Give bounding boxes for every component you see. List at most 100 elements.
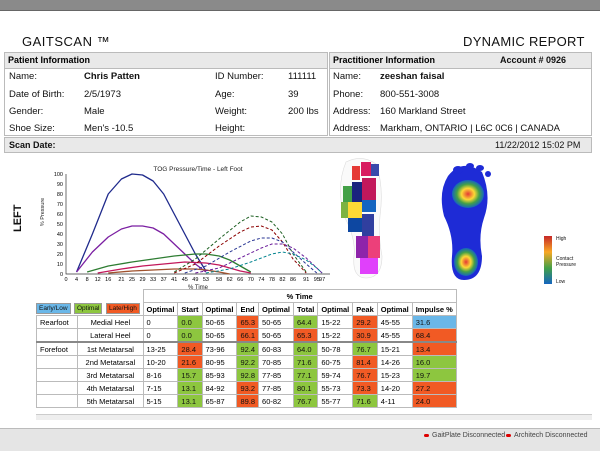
- status-bar: [0, 428, 600, 451]
- chart-x-tick-label: 41: [171, 277, 177, 283]
- table-cell: 92.2: [236, 355, 260, 369]
- table-cell: 13.1: [177, 394, 203, 408]
- table-cell: 65.3: [292, 328, 319, 343]
- col-total: Total: [292, 302, 319, 316]
- patient-shoe-label: Shoe Size:: [9, 123, 55, 134]
- gaitplate-status: GaitPlate Disconnected: [424, 432, 505, 439]
- chart-y-tick-label: 50: [57, 222, 63, 228]
- practitioner-phone-label: Phone:: [333, 89, 364, 100]
- table-cell: 14-20: [376, 381, 413, 395]
- table-cell: 50-65: [201, 328, 238, 343]
- sensor-met-2: [352, 182, 362, 202]
- chart-x-axis-label: % Time: [188, 285, 209, 291]
- table-cell: 15-22: [317, 328, 354, 343]
- table-cell: 19.7: [411, 368, 457, 382]
- table-cell: 92.8: [236, 368, 260, 382]
- chart-series-line-1: [75, 173, 207, 273]
- table-cell: 27.2: [411, 381, 457, 395]
- chart-x-tick-label: 95: [314, 277, 320, 283]
- table-cell: 4-11: [376, 394, 413, 408]
- patient-age-label: Age:: [215, 89, 235, 100]
- table-cell: 7-15: [142, 381, 179, 395]
- table-cell: 0.0: [177, 328, 203, 343]
- table-cell: 77-85: [258, 381, 294, 395]
- chart-x-tick-label: 49: [192, 277, 198, 283]
- chart-x-tick-label: 91: [303, 277, 309, 283]
- table-cell: 50-65: [258, 315, 294, 329]
- table-row-label: 4th Metatarsal: [77, 381, 144, 395]
- chart-x-tick-label: 74: [258, 277, 264, 283]
- table-cell: 71.6: [352, 394, 378, 408]
- chart-y-tick-label: 80: [57, 192, 63, 198]
- table-cell: 24.0: [411, 394, 457, 408]
- table-section-name: [35, 355, 79, 369]
- scan-date: 11/22/2012 15:02 PM: [495, 140, 581, 150]
- table-corner-2: [37, 303, 144, 316]
- results-table: % Time Optimal Start Optimal End Optimal…: [35, 289, 457, 408]
- practitioner-name: zeeshan faisal: [380, 71, 445, 82]
- col-impulse: Impulse %: [411, 302, 457, 316]
- sensor-mid-3: [362, 214, 374, 236]
- col-optimal-total: Optimal: [258, 302, 294, 316]
- legend-early-low: Early/Low: [36, 303, 71, 314]
- chart-x-tick-label: 12: [95, 277, 101, 283]
- sensor-toe-2: [371, 164, 379, 176]
- table-cell: 65-87: [201, 394, 238, 408]
- chart-series-line-3: [86, 253, 252, 273]
- contact-high-label: High: [556, 236, 567, 242]
- patient-shoe: Men's -10.5: [84, 123, 134, 134]
- chart-x-tick-label: 29: [139, 277, 145, 283]
- scan-date-label: Scan Date:: [9, 140, 56, 150]
- chart-series-line-7: [174, 225, 307, 274]
- table-cell: 77.1: [292, 368, 319, 382]
- table-cell: 81.4: [352, 355, 378, 369]
- table-cell: 55-77: [317, 394, 354, 408]
- table-section-name: [35, 368, 79, 382]
- col-optimal-start: Optimal: [142, 302, 179, 316]
- practitioner-address-label: Address:: [333, 106, 371, 117]
- table-cell: 10-20: [142, 355, 179, 369]
- horizontal-scrollbar[interactable]: [36, 414, 592, 420]
- heatmap-toe-2: [466, 163, 474, 169]
- chart-x-tick-label: 66: [237, 277, 243, 283]
- table-cell: 73-96: [201, 341, 238, 356]
- table-cell: 16.0: [411, 355, 457, 369]
- sensor-toe-3: [352, 166, 360, 180]
- table-cell: 59-74: [317, 368, 354, 382]
- table-cell: 45-55: [376, 328, 413, 343]
- table-row: 5th Metatarsal 5-15 13.1 65-87 89.8 60-82 76.7…: [35, 394, 457, 408]
- table-cell: 80.1: [292, 381, 319, 395]
- chart-x-tick-label: 45: [182, 277, 188, 283]
- chart-y-tick-label: 0: [60, 272, 63, 278]
- scan-date-bar: [4, 137, 592, 153]
- table-cell: 0.0: [177, 315, 203, 329]
- col-optimal-peak: Optimal: [317, 302, 354, 316]
- contact-pressure-scale: [544, 236, 552, 284]
- table-cell: 13.1: [177, 381, 203, 395]
- patient-height-label: Height:: [215, 123, 246, 134]
- table-cell: 50-65: [201, 315, 238, 329]
- table-cell: 13.4: [411, 341, 457, 356]
- patient-dob-label: Date of Birth:: [9, 89, 65, 100]
- table-cell: 73.3: [352, 381, 378, 395]
- sensor-heel-1: [356, 236, 370, 258]
- chart-y-axis-label: % Pressure: [40, 198, 46, 226]
- practitioner-name-label: Name:: [333, 71, 361, 82]
- chart-series-line-2: [76, 225, 207, 273]
- architech-disconnected-icon: [506, 433, 511, 437]
- sensor-mid-1: [362, 200, 376, 212]
- table-cell: 55-73: [317, 381, 354, 395]
- table-cell: 50-65: [258, 328, 294, 343]
- heatmap-toe-4: [485, 171, 491, 177]
- sensor-met-3: [343, 186, 352, 204]
- table-cell: 30.9: [352, 328, 378, 343]
- pressure-heatmap: [441, 163, 491, 280]
- chart-x-tick-label: 97: [319, 277, 325, 283]
- table-cell: 15-21: [376, 341, 413, 356]
- patient-info-heading: Patient Information: [5, 53, 327, 69]
- table-cell: 70-85: [258, 355, 294, 369]
- table-cell: 68.4: [411, 328, 457, 343]
- legend-optimal: Optimal: [74, 303, 103, 314]
- chart-x-tick-label: 82: [279, 277, 285, 283]
- table-cell: 5-15: [142, 394, 179, 408]
